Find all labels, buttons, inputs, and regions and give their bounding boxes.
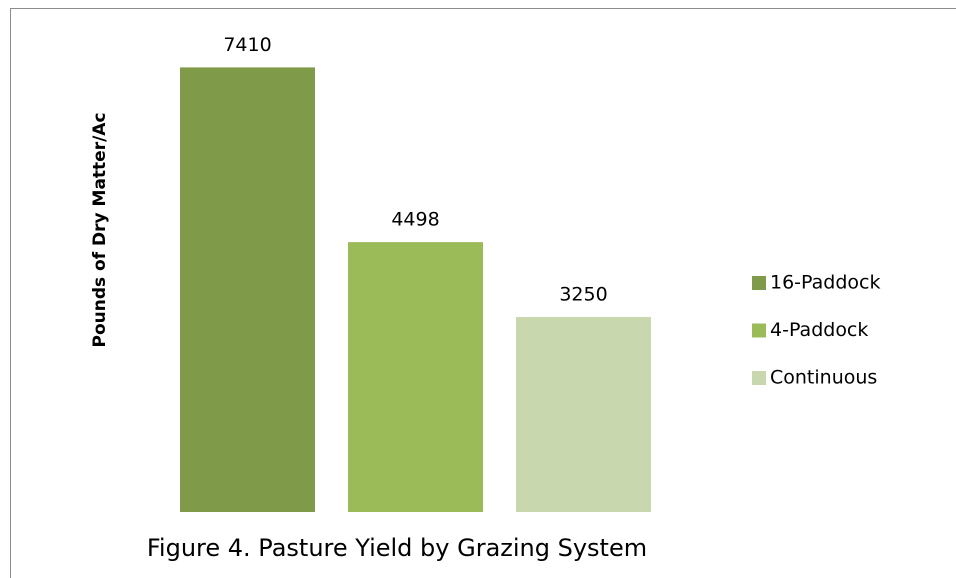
data-label: 3250 <box>559 284 607 306</box>
legend-swatch <box>752 323 766 338</box>
legend-label: 16-Paddock <box>770 272 880 294</box>
bar <box>348 242 483 512</box>
chart-title: Figure 4. Pasture Yield by Grazing Syste… <box>147 534 647 562</box>
data-label: 4498 <box>391 209 439 231</box>
bar <box>180 67 315 513</box>
legend-label: Continuous <box>770 367 877 389</box>
legend-swatch <box>752 276 766 290</box>
data-label: 7410 <box>223 34 271 56</box>
chart-border <box>10 8 956 578</box>
legend-swatch <box>752 371 766 385</box>
bar <box>516 317 651 512</box>
legend-label: 4-Paddock <box>770 319 868 341</box>
y-axis-label: Pounds of Dry Matter/Ac <box>90 112 110 347</box>
